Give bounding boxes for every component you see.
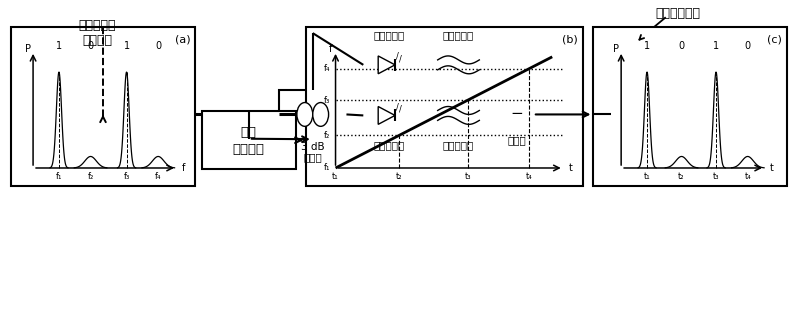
Text: 1: 1 — [644, 41, 650, 51]
Text: 标记信号: 标记信号 — [82, 33, 113, 46]
Text: t₃: t₃ — [465, 172, 471, 181]
Text: t₂: t₂ — [396, 172, 402, 181]
Polygon shape — [378, 56, 395, 74]
Text: 减法器: 减法器 — [508, 135, 526, 145]
Text: /: / — [399, 105, 402, 114]
Text: f₁: f₁ — [324, 163, 330, 172]
Bar — [11, 27, 194, 186]
Bar — [202, 112, 296, 169]
Text: 0: 0 — [678, 41, 685, 51]
Text: P: P — [25, 44, 31, 54]
Bar — [363, 94, 415, 137]
Text: 耦合器: 耦合器 — [303, 152, 322, 162]
Text: f₃: f₃ — [324, 96, 330, 105]
Text: t₁: t₁ — [332, 172, 339, 181]
Text: t₁: t₁ — [644, 172, 650, 181]
Text: 解调标记信号: 解调标记信号 — [655, 7, 700, 20]
Text: t₄: t₄ — [744, 172, 751, 181]
Text: 本振光源: 本振光源 — [233, 143, 265, 156]
Text: 低通滤波器: 低通滤波器 — [443, 140, 474, 150]
Text: 1: 1 — [713, 41, 719, 51]
Text: f₁: f₁ — [56, 172, 62, 181]
Text: t₂: t₂ — [678, 172, 685, 181]
Text: t: t — [770, 163, 774, 173]
Text: t₄: t₄ — [526, 172, 533, 181]
Bar — [306, 27, 583, 186]
Text: 1: 1 — [56, 41, 62, 51]
Text: /: / — [399, 54, 402, 63]
Text: t₃: t₃ — [713, 172, 719, 181]
Text: f: f — [182, 163, 186, 173]
Text: f₂: f₂ — [324, 131, 330, 140]
Text: (b): (b) — [562, 34, 578, 44]
Text: f: f — [329, 44, 332, 54]
Bar — [279, 90, 346, 139]
Text: 光谱幅度码: 光谱幅度码 — [78, 19, 116, 32]
Ellipse shape — [313, 103, 329, 126]
Text: 光电探测器: 光电探测器 — [374, 30, 405, 40]
Text: /: / — [396, 51, 399, 60]
Text: f₂: f₂ — [87, 172, 94, 181]
Text: f₃: f₃ — [123, 172, 130, 181]
Text: 0: 0 — [745, 41, 750, 51]
Polygon shape — [378, 107, 395, 124]
Bar — [433, 43, 484, 87]
Text: P: P — [613, 44, 619, 54]
Text: f₄: f₄ — [324, 64, 330, 73]
Bar — [363, 43, 415, 87]
Text: (c): (c) — [767, 34, 782, 44]
Ellipse shape — [297, 103, 313, 126]
Text: 低通滤波器: 低通滤波器 — [443, 30, 474, 40]
Bar — [594, 27, 786, 186]
Text: 0: 0 — [87, 41, 94, 51]
Text: 光电探测器: 光电探测器 — [374, 140, 405, 150]
Text: 3 dB: 3 dB — [301, 142, 325, 152]
Text: f₄: f₄ — [155, 172, 162, 181]
Text: 扫频: 扫频 — [241, 126, 257, 139]
Circle shape — [501, 99, 533, 130]
Text: t: t — [569, 163, 573, 173]
Bar — [433, 94, 484, 137]
Text: /: / — [396, 102, 399, 111]
Text: 0: 0 — [155, 41, 162, 51]
Text: −: − — [510, 106, 523, 121]
Text: 1: 1 — [123, 41, 130, 51]
Text: (a): (a) — [175, 34, 190, 44]
